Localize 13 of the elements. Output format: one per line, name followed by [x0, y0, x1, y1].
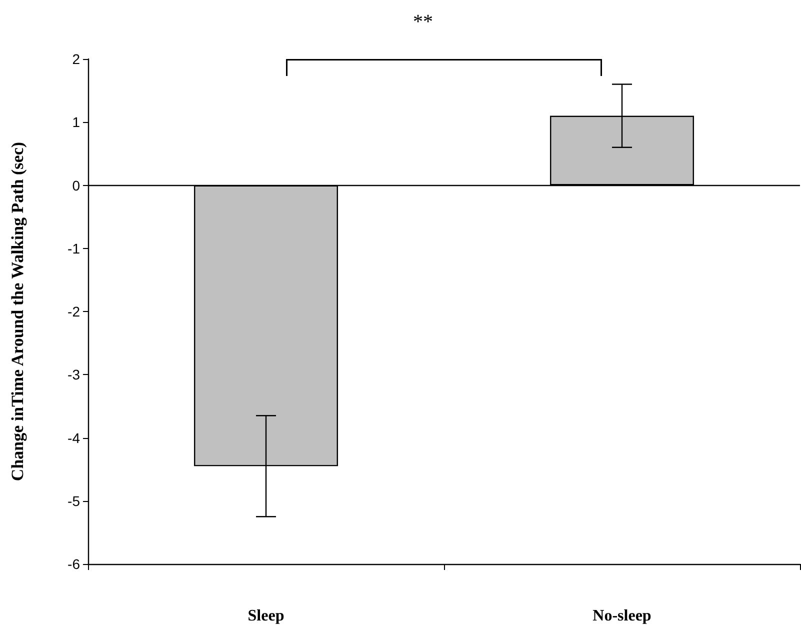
text: ** [413, 11, 433, 33]
x-tick-label: Sleep [248, 608, 284, 624]
y-tick-label: 1 [72, 114, 80, 130]
y-tick-label: -4 [68, 430, 80, 446]
y-tick-label: 0 [72, 177, 80, 194]
x-tick-label: No-sleep [592, 608, 652, 624]
y-tick-label: -6 [68, 556, 80, 572]
y-axis-title: Change inTime Around the Walking Path (sec) [8, 142, 27, 482]
y-tick-label: -3 [68, 366, 80, 383]
y-tick-label: -1 [68, 240, 80, 256]
y-tick-label: -5 [68, 492, 80, 509]
y-tick-label: -2 [68, 304, 80, 320]
y-tick-label: 2 [72, 51, 80, 67]
